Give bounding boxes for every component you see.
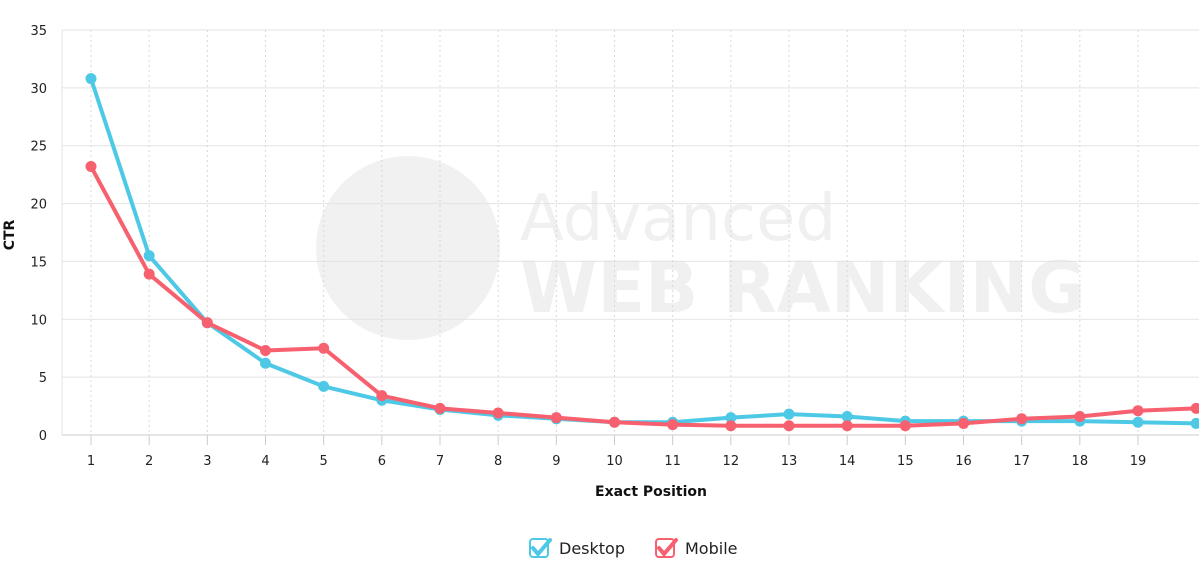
y-tick-label: 5 bbox=[39, 371, 47, 386]
mobile-data-point bbox=[201, 317, 213, 329]
desktop-data-point bbox=[725, 412, 737, 424]
y-tick-label: 25 bbox=[30, 140, 47, 155]
y-tick-label: 35 bbox=[30, 24, 47, 39]
mobile-data-point bbox=[783, 420, 795, 432]
x-tick-label: 10 bbox=[606, 454, 623, 469]
mobile-data-point bbox=[492, 407, 504, 419]
mobile-data-point bbox=[434, 402, 446, 414]
x-tick-label: 3 bbox=[203, 454, 211, 469]
legend-label: Mobile bbox=[685, 539, 737, 558]
mobile-data-point bbox=[376, 390, 388, 402]
x-tick-label: 16 bbox=[955, 454, 972, 469]
x-tick-label: 2 bbox=[145, 454, 153, 469]
desktop-data-point bbox=[143, 250, 155, 262]
mobile-data-point bbox=[667, 419, 679, 431]
y-tick-label: 15 bbox=[30, 255, 47, 270]
x-tick-label: 19 bbox=[1130, 454, 1147, 469]
watermark-logo: Advanced WEB RANKING bbox=[316, 156, 1086, 340]
mobile-data-point bbox=[725, 420, 737, 432]
svg-text:Advanced: Advanced bbox=[520, 182, 836, 256]
desktop-data-point bbox=[260, 357, 271, 369]
mobile-data-point bbox=[1132, 405, 1144, 417]
y-tick-label: 30 bbox=[30, 82, 47, 97]
x-tick-label: 11 bbox=[664, 454, 681, 469]
x-tick-label: 7 bbox=[436, 454, 444, 469]
x-tick-label: 14 bbox=[839, 454, 856, 469]
desktop-data-point bbox=[1190, 417, 1199, 429]
x-axis-title: Exact Position bbox=[595, 484, 707, 500]
y-tick-label: 0 bbox=[39, 429, 47, 444]
x-tick-label: 1 bbox=[87, 454, 95, 469]
mobile-data-point bbox=[1016, 413, 1028, 425]
desktop-data-point bbox=[85, 73, 97, 85]
checkmark-icon bbox=[531, 538, 552, 558]
x-tick-label: 9 bbox=[552, 454, 560, 469]
x-tick-label: 12 bbox=[723, 454, 740, 469]
y-axis-title: CTR bbox=[2, 219, 18, 250]
x-tick-label: 17 bbox=[1013, 454, 1030, 469]
mobile-data-point bbox=[1190, 402, 1199, 414]
svg-text:WEB RANKING: WEB RANKING bbox=[520, 247, 1086, 329]
desktop-data-point bbox=[318, 380, 330, 392]
mobile-data-point bbox=[1074, 410, 1086, 422]
x-tick-label: 15 bbox=[897, 454, 914, 469]
mobile-series-line bbox=[89, 165, 1197, 428]
mobile-data-point bbox=[143, 268, 155, 280]
x-tick-label: 5 bbox=[320, 454, 328, 469]
mobile-data-point bbox=[85, 161, 97, 173]
mobile-data-point bbox=[958, 417, 969, 429]
x-tick-label: 13 bbox=[781, 454, 798, 469]
mobile-data-point bbox=[841, 420, 853, 432]
mobile-data-point bbox=[260, 345, 271, 357]
x-tick-label: 8 bbox=[494, 454, 502, 469]
x-tick-label: 4 bbox=[261, 454, 269, 469]
x-tick-label: 6 bbox=[378, 454, 386, 469]
mobile-data-point bbox=[318, 342, 330, 354]
legend-item-mobile[interactable]: Mobile bbox=[655, 538, 737, 558]
mobile-data-point bbox=[899, 420, 911, 432]
legend-label: Desktop bbox=[559, 539, 625, 558]
legend-item-desktop[interactable]: Desktop bbox=[529, 538, 625, 558]
desktop-data-point bbox=[783, 408, 795, 420]
mobile-data-point bbox=[609, 416, 620, 428]
x-tick-label: 18 bbox=[1072, 454, 1089, 469]
desktop-data-point bbox=[1132, 416, 1144, 428]
mobile-data-point bbox=[550, 412, 562, 424]
y-tick-label: 20 bbox=[30, 198, 47, 213]
desktop-data-point bbox=[841, 410, 853, 422]
checkmark-icon bbox=[657, 538, 678, 558]
y-tick-label: 10 bbox=[30, 313, 47, 328]
